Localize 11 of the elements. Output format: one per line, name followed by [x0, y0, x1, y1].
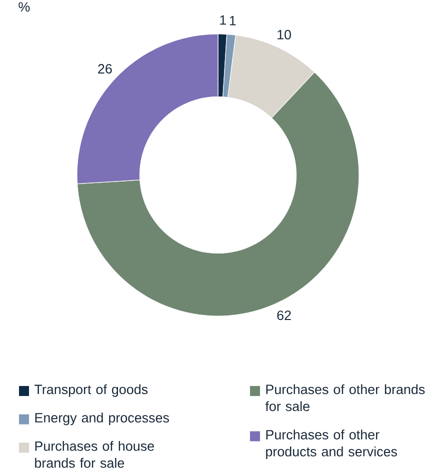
- legend-label: Energy and processes: [35, 412, 169, 426]
- data-label: 62: [277, 310, 291, 320]
- data-label: 1: [220, 15, 226, 25]
- chart-title: %: [18, 2, 30, 12]
- data-label: 1: [230, 16, 236, 26]
- data-label: 26: [98, 64, 112, 74]
- legend-label: Purchases of other products and services: [266, 430, 398, 460]
- legend-label: Purchases of house brands for sale: [35, 440, 154, 468]
- data-label: 10: [278, 30, 291, 40]
- legend-label: Purchases of other brands for sale: [265, 384, 425, 412]
- legend-label: Transport of goods: [34, 384, 148, 397]
